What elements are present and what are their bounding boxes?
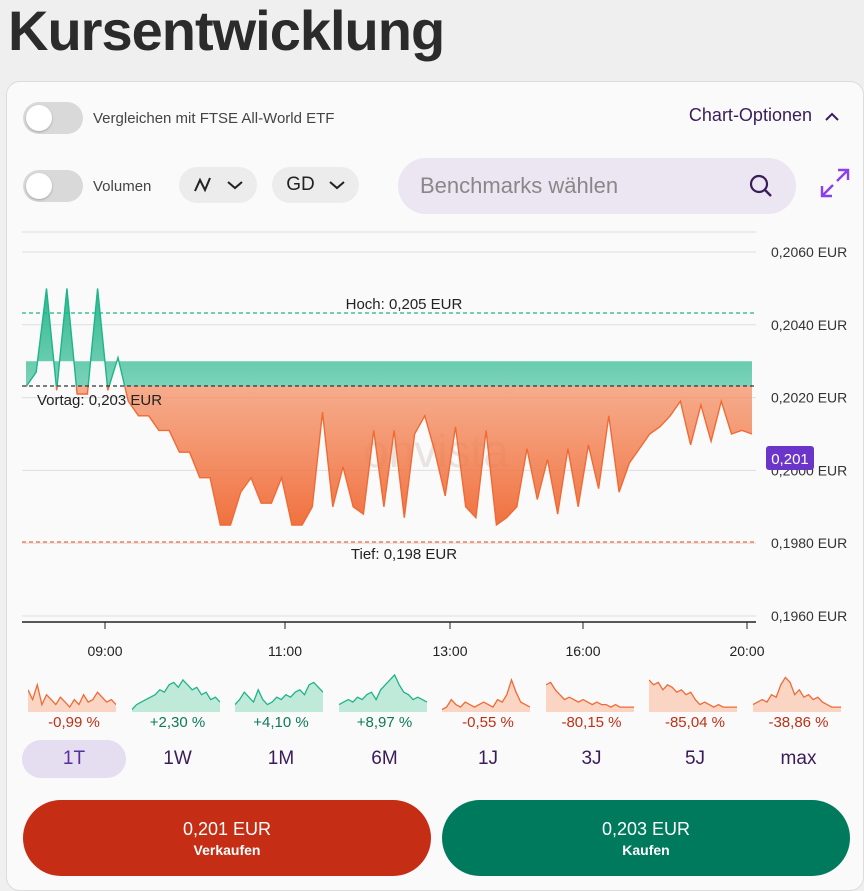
sparkline — [442, 677, 530, 712]
search-icon — [749, 174, 772, 197]
y-tick-label: 0,2040 EUR — [771, 317, 847, 333]
chevron-down-icon — [227, 181, 243, 190]
benchmark-placeholder: Benchmarks wählen — [420, 173, 619, 198]
period-tab-1M[interactable]: 1M — [267, 748, 295, 769]
sell-button[interactable]: 0,201 EUR Verkaufen — [23, 800, 431, 876]
chevron-down-icon — [329, 181, 345, 190]
period-change: -0,55 % — [462, 714, 514, 731]
period-change: -85,04 % — [664, 714, 726, 731]
mini-chart-1W[interactable]: +2,30 % — [131, 670, 224, 731]
sparkline-area — [545, 682, 634, 712]
x-tick-label: 13:00 — [432, 643, 467, 659]
sparkline-line — [752, 676, 841, 708]
chart-type-select[interactable] — [179, 167, 257, 203]
buy-label: Kaufen — [622, 841, 670, 858]
mini-chart-3J[interactable]: -80,15 % — [545, 670, 638, 731]
period-tab-1W[interactable]: 1W — [163, 748, 192, 769]
chart-options-label: Chart-Optionen — [688, 105, 812, 125]
volume-label: Volumen — [93, 178, 152, 195]
sparkline-area — [131, 679, 220, 712]
period-change: +2,30 % — [149, 714, 206, 731]
chart-card — [6, 81, 864, 891]
period-tab-max[interactable]: max — [780, 748, 817, 769]
period-tabs: 1T 1W 1M 6M 1J 3J 5J max — [22, 740, 854, 778]
y-tick-label: 0,2020 EUR — [771, 390, 847, 406]
sparkline-line — [545, 681, 634, 708]
sell-price: 0,201 EUR — [182, 818, 272, 839]
sparkline — [28, 682, 116, 712]
sparkline — [235, 681, 323, 712]
sparkline-line — [131, 678, 220, 710]
x-tick-label: 20:00 — [729, 643, 764, 659]
mini-chart-max[interactable]: -38,86 % — [752, 670, 845, 731]
price-chart[interactable]: onvista Hoch: 0,205 EUR Tief: 0,198 EUR … — [0, 225, 864, 665]
sparkline-area — [28, 684, 116, 712]
average-select[interactable]: GD — [272, 167, 359, 203]
period-change: -38,86 % — [768, 714, 829, 731]
compare-label: Vergleichen mit FTSE All-World ETF — [93, 110, 335, 127]
mini-chart-1J[interactable]: -0,55 % — [442, 670, 534, 731]
chevron-up-icon — [825, 112, 839, 121]
toggle-knob — [26, 105, 52, 131]
previous-close-label: Vortag: 0,203 EUR — [37, 392, 162, 409]
buy-button[interactable]: 0,203 EUR Kaufen — [442, 800, 850, 876]
x-tick-label: 11:00 — [268, 643, 302, 659]
period-tab-3J[interactable]: 3J — [581, 748, 602, 769]
sell-label: Verkaufen — [193, 841, 261, 858]
low-label: Tief: 0,198 EUR — [351, 546, 457, 563]
period-change: -80,15 % — [561, 714, 622, 731]
high-label: Hoch: 0,205 EUR — [346, 296, 463, 313]
sparkline-line — [442, 677, 530, 711]
sparkline-line — [28, 682, 116, 709]
y-tick-label: 0,1960 EUR — [771, 608, 847, 624]
period-tab-1T[interactable]: 1T — [22, 740, 126, 778]
page-title: Kursentwicklung — [8, 0, 445, 62]
sparkline-area — [235, 682, 323, 712]
line-chart-icon — [194, 177, 211, 193]
average-label: GD — [286, 174, 315, 195]
price-series-area — [26, 386, 752, 525]
toggle-knob — [26, 173, 52, 199]
period-change: +4,10 % — [253, 714, 309, 731]
sparkline — [338, 673, 427, 712]
sparkline-line — [649, 679, 737, 708]
price-series-line — [25, 386, 753, 527]
period-change: -0,99 % — [48, 714, 100, 731]
buy-price: 0,203 EUR — [601, 818, 691, 839]
period-tab-5J[interactable]: 5J — [684, 748, 706, 769]
current-price-badge: 0,201 — [766, 446, 814, 470]
y-tick-label: 0,1980 EUR — [771, 535, 847, 551]
period-tab-1J[interactable]: 1J — [477, 748, 499, 769]
sparkline-line — [338, 673, 427, 706]
mini-chart-5J[interactable]: -85,04 % — [649, 670, 741, 731]
mini-chart-1T[interactable]: -0,99 % — [28, 670, 120, 731]
sparkline — [752, 676, 841, 712]
benchmark-search[interactable]: Benchmarks wählen — [398, 158, 796, 214]
period-tab-6M[interactable]: 6M — [371, 748, 398, 769]
sparkline-area — [752, 677, 841, 712]
mini-chart-6M[interactable]: +8,97 % — [338, 670, 431, 731]
y-tick-label: 0,2060 EUR — [771, 244, 847, 260]
sparkline-area — [338, 674, 427, 712]
current-price-value: 0,201 — [771, 451, 809, 468]
sparkline — [131, 678, 220, 712]
price-series-area — [26, 288, 752, 386]
volume-toggle[interactable] — [23, 170, 83, 202]
sparkline — [649, 679, 737, 712]
compare-toggle[interactable] — [23, 102, 83, 134]
chart-options-button[interactable]: Chart-Optionen — [689, 105, 840, 126]
x-tick-label: 16:00 — [565, 643, 600, 659]
sparkline — [545, 681, 634, 712]
sparkline-line — [235, 681, 323, 706]
sparkline-area — [442, 679, 530, 712]
expand-icon[interactable] — [818, 166, 852, 200]
mini-chart-1M[interactable]: +4,10 % — [235, 670, 327, 731]
x-tick-label: 09:00 — [87, 643, 122, 659]
period-change: +8,97 % — [356, 714, 413, 731]
